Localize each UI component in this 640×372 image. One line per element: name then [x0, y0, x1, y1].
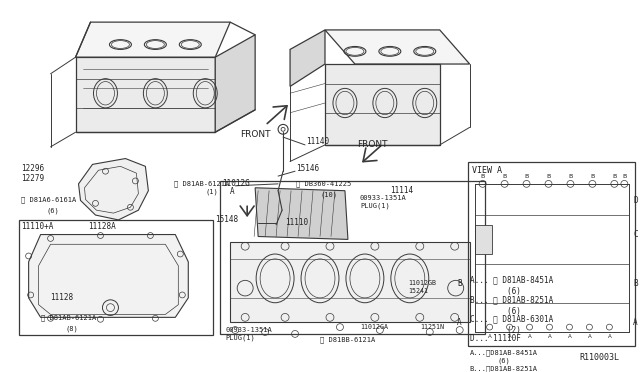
Text: A: A [488, 334, 492, 339]
Text: 15148: 15148 [215, 215, 238, 224]
Text: 11110+A: 11110+A [20, 222, 53, 231]
Text: (1): (1) [205, 189, 218, 195]
Polygon shape [76, 22, 230, 57]
Text: C... Ⓑ D81AB-6301A: C... Ⓑ D81AB-6301A [470, 314, 553, 323]
Text: PLUG(1): PLUG(1) [225, 334, 255, 341]
Text: B: B [502, 174, 507, 179]
Text: Ⓢ D81BB-6121A: Ⓢ D81BB-6121A [320, 336, 375, 343]
Text: A: A [607, 334, 611, 339]
Polygon shape [255, 188, 348, 240]
Text: D: D [634, 196, 638, 205]
Text: A: A [457, 318, 461, 327]
Text: 12279: 12279 [20, 173, 44, 183]
Text: B: B [590, 174, 595, 179]
Text: B: B [612, 174, 616, 179]
Polygon shape [79, 158, 148, 220]
Text: 11140: 11140 [306, 138, 329, 147]
Text: B: B [634, 279, 638, 288]
Text: Ⓑ D81AB-6121A: Ⓑ D81AB-6121A [40, 314, 96, 321]
Text: A...ⒷD81AB-8451A: A...ⒷD81AB-8451A [470, 350, 538, 356]
Text: A: A [548, 334, 552, 339]
Text: A: A [527, 334, 531, 339]
Text: 11012GA: 11012GA [360, 324, 388, 330]
Text: A: A [588, 334, 591, 339]
Text: 15146: 15146 [296, 164, 319, 173]
Text: A: A [230, 187, 235, 196]
Text: (10): (10) [320, 192, 337, 198]
Text: B: B [568, 174, 573, 179]
Text: 11251N: 11251N [420, 324, 444, 330]
Text: 11114: 11114 [390, 186, 413, 195]
Polygon shape [230, 242, 470, 322]
Text: B: B [481, 174, 484, 179]
Text: 00933-1351A: 00933-1351A [225, 327, 272, 333]
Text: 12296: 12296 [20, 164, 44, 173]
Text: VIEW A: VIEW A [472, 166, 502, 175]
Text: B: B [457, 279, 461, 288]
Text: A: A [634, 318, 638, 327]
Polygon shape [76, 57, 215, 132]
Bar [19, 220, 213, 335]
Text: 11012G: 11012G [222, 179, 250, 188]
Text: Ⓢ DB360-41225: Ⓢ DB360-41225 [296, 180, 351, 187]
Polygon shape [215, 35, 255, 132]
Text: (8): (8) [65, 325, 78, 332]
Text: B: B [524, 174, 529, 179]
Text: 00933-1351A: 00933-1351A [360, 195, 406, 201]
Text: 15241: 15241 [408, 288, 428, 294]
Text: D... 11110F: D... 11110F [470, 334, 520, 343]
Text: PLUG(1): PLUG(1) [360, 202, 390, 209]
Text: 11128A: 11128A [88, 222, 116, 231]
Polygon shape [29, 234, 188, 317]
Text: B: B [547, 174, 550, 179]
Text: Ⓑ D81A6-6161A: Ⓑ D81A6-6161A [20, 196, 76, 203]
Polygon shape [325, 30, 470, 64]
Text: A: A [568, 334, 572, 339]
Polygon shape [290, 30, 325, 86]
Text: FRONT: FRONT [240, 130, 270, 139]
Text: 11110: 11110 [285, 218, 308, 227]
Text: B...ⒷD81AB-8251A: B...ⒷD81AB-8251A [470, 365, 538, 372]
Text: (6): (6) [470, 307, 520, 316]
Bar [468, 163, 636, 346]
Text: R110003L: R110003L [579, 353, 620, 362]
Polygon shape [475, 225, 492, 254]
Text: (6): (6) [470, 287, 520, 296]
Text: C: C [634, 230, 638, 239]
Text: B... Ⓑ D81AB-8251A: B... Ⓑ D81AB-8251A [470, 295, 553, 304]
Text: (2): (2) [470, 326, 520, 335]
Bar [220, 181, 484, 334]
Text: A... Ⓑ D81AB-8451A: A... Ⓑ D81AB-8451A [470, 275, 553, 285]
Text: (6): (6) [47, 207, 60, 214]
Text: 11012GB: 11012GB [408, 280, 436, 286]
Text: A: A [508, 334, 511, 339]
Text: Ⓑ D81AB-6121A: Ⓑ D81AB-6121A [174, 180, 230, 187]
Text: FRONT: FRONT [356, 140, 387, 149]
Text: (6): (6) [498, 357, 510, 364]
Polygon shape [325, 64, 440, 145]
Text: B: B [622, 174, 627, 179]
Text: 11128: 11128 [51, 294, 74, 302]
